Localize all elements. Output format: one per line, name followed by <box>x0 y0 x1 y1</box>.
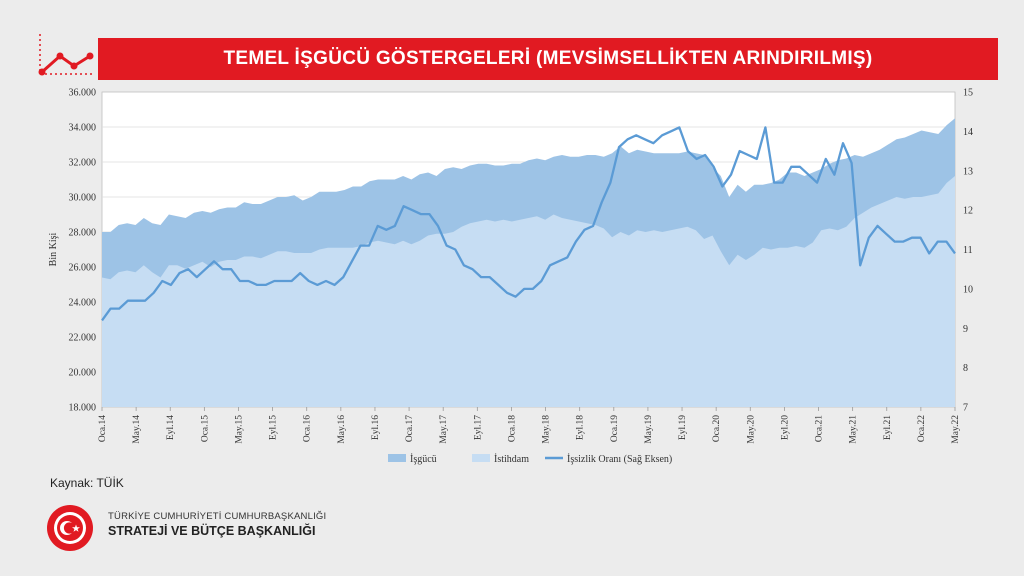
x-tick-label: May.14 <box>132 415 142 444</box>
x-tick-label: Oca.16 <box>303 415 313 442</box>
legend-swatch <box>472 454 490 462</box>
x-tick-label: May.15 <box>234 415 244 444</box>
labor-chart: 18.000 20.000 22.000 24.000 26.000 28.000 30.0… <box>48 88 973 465</box>
y-tick-label: 18.000 <box>69 403 97 414</box>
y-tick-label: 34.000 <box>69 123 97 134</box>
y-tick-label: 32.000 <box>69 158 97 169</box>
x-tick-label: Eyl.15 <box>269 415 279 440</box>
y-tick-label: 30.000 <box>69 193 97 204</box>
x-tick-label: Oca.14 <box>98 415 108 442</box>
x-tick-label: Eyl.14 <box>166 415 176 440</box>
x-tick-label: Oca.21 <box>815 415 825 442</box>
y2-tick-label: 10 <box>963 284 973 295</box>
x-tick-label: May.19 <box>644 415 654 444</box>
x-tick-label: May.21 <box>849 415 859 444</box>
x-tick-label: May.20 <box>746 415 756 444</box>
x-tick-label: Oca.20 <box>712 415 722 442</box>
y-tick-label: 20.000 <box>69 368 97 379</box>
source-note: Kaynak: TÜİK <box>50 476 124 490</box>
trend-chart-icon <box>38 34 94 76</box>
x-tick-label: Eyl.21 <box>883 415 893 440</box>
y-tick-label: 28.000 <box>69 228 97 239</box>
istihdam-area <box>102 176 955 407</box>
y-tick-label: 26.000 <box>69 263 97 274</box>
page-title: TEMEL İŞGÜCÜ GÖSTERGELERİ (MEVSİMSELLİKT… <box>223 48 873 69</box>
y2-tick-label: 9 <box>963 324 968 335</box>
x-tick-label: May.17 <box>439 415 449 444</box>
y-tick-label: 22.000 <box>69 333 97 344</box>
x-tick-label: Oca.22 <box>917 415 927 442</box>
legend-label: İşgücü <box>410 453 437 465</box>
unemployment-rate-line <box>101 126 956 322</box>
x-tick-label: Eyl.18 <box>576 415 586 440</box>
legend-swatch <box>388 454 406 462</box>
x-tick-label: Oca.19 <box>610 415 620 442</box>
x-tick-label: May.22 <box>951 415 961 444</box>
x-tick-label: Oca.15 <box>200 415 210 442</box>
x-tick-label: Eyl.19 <box>678 415 688 440</box>
sbb-seal-logo <box>47 505 93 551</box>
x-tick-label: Oca.18 <box>507 415 517 442</box>
x-tick-label: Eyl.16 <box>371 415 381 440</box>
y2-tick-label: 15 <box>963 88 973 99</box>
y2-tick-label: 11 <box>963 245 973 256</box>
y2-tick-label: 7 <box>963 403 968 414</box>
y2-tick-label: 13 <box>963 166 973 177</box>
x-tick-label: May.16 <box>337 415 347 444</box>
y2-tick-label: 12 <box>963 206 973 217</box>
y-tick-label: 24.000 <box>69 298 97 309</box>
y-axis-label: Bin Kişi <box>48 232 59 266</box>
org-name-line2: STRATEJİ VE BÜTÇE BAŞKANLIĞI <box>108 524 316 538</box>
title-banner: TEMEL İŞGÜCÜ GÖSTERGELERİ (MEVSİMSELLİKT… <box>98 38 998 80</box>
legend-label: İstihdam <box>494 453 529 465</box>
x-tick-label: May.18 <box>542 415 552 444</box>
x-tick-label: Oca.17 <box>405 415 415 442</box>
org-name-line1: TÜRKİYE CUMHURİYETİ CUMHURBAŞKANLIĞI <box>108 511 327 522</box>
y-tick-label: 36.000 <box>69 88 97 99</box>
x-tick-label: Eyl.17 <box>473 415 483 440</box>
legend-label: İşsizlik Oranı (Sağ Eksen) <box>567 453 672 465</box>
y2-tick-label: 8 <box>963 363 968 374</box>
x-tick-label: Eyl.20 <box>780 415 790 440</box>
y2-tick-label: 14 <box>963 127 973 138</box>
